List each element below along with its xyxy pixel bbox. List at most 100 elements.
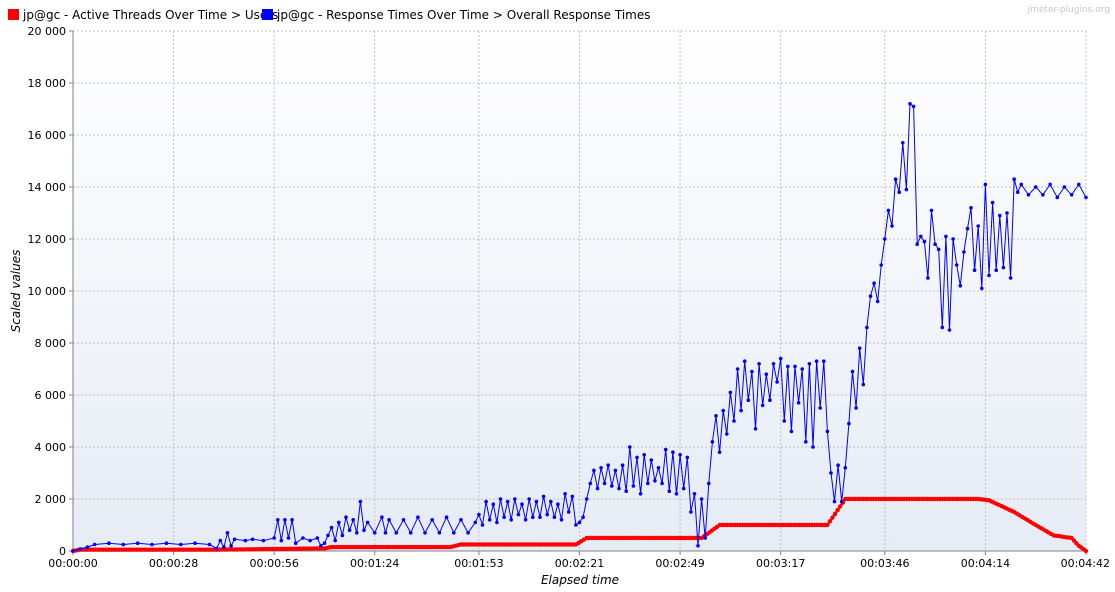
- data-point: [649, 458, 654, 462]
- y-tick-label: 8 000: [35, 337, 67, 350]
- data-point: [527, 497, 531, 501]
- data-point: [1048, 182, 1052, 187]
- data-point: [509, 518, 513, 522]
- data-point: [491, 502, 496, 507]
- data-point: [987, 273, 991, 278]
- data-point: [838, 504, 843, 509]
- y-tick-label: 20 000: [28, 25, 67, 38]
- data-point: [857, 346, 862, 351]
- data-point: [452, 531, 456, 535]
- data-point: [631, 484, 636, 488]
- data-point: [825, 429, 830, 434]
- data-point: [293, 541, 298, 545]
- data-point: [1008, 276, 1013, 280]
- data-point: [559, 518, 564, 522]
- data-point: [207, 542, 212, 547]
- data-point: [1001, 265, 1006, 270]
- data-point: [290, 518, 294, 522]
- grid: [73, 30, 1087, 551]
- data-point: [764, 372, 769, 377]
- data-point: [473, 520, 478, 525]
- data-point: [811, 445, 815, 449]
- data-point: [301, 536, 305, 540]
- data-point: [725, 432, 729, 436]
- data-point: [71, 549, 75, 553]
- data-point: [477, 512, 481, 517]
- data-point: [843, 466, 848, 470]
- data-point: [1083, 548, 1089, 554]
- data-point: [337, 520, 341, 525]
- data-point: [872, 281, 876, 286]
- data-point: [430, 518, 435, 522]
- x-tick-label: 00:03:17: [756, 557, 805, 570]
- data-point: [250, 537, 255, 542]
- data-point: [998, 213, 1002, 218]
- legend: jp@gc - Active Threads Over Time > Users…: [8, 8, 651, 22]
- data-point: [646, 481, 650, 486]
- data-point: [351, 518, 356, 522]
- data-point: [1033, 185, 1038, 189]
- data-point: [678, 453, 682, 457]
- data-point: [193, 541, 197, 545]
- data-point: [340, 533, 345, 538]
- data-point: [584, 497, 589, 501]
- data-point: [807, 362, 812, 366]
- data-point: [107, 541, 111, 545]
- data-point: [699, 497, 704, 501]
- y-tick-label: 0: [59, 545, 66, 558]
- x-tick-label: 00:02:49: [655, 557, 704, 570]
- data-point: [750, 369, 754, 374]
- data-point: [218, 538, 223, 543]
- data-point: [599, 466, 603, 470]
- data-point: [531, 515, 535, 519]
- data-point: [308, 538, 312, 543]
- data-point: [588, 481, 593, 486]
- data-point: [890, 224, 894, 228]
- data-point: [703, 536, 707, 540]
- legend-swatch-response-times: [262, 9, 273, 20]
- data-point: [595, 486, 600, 491]
- data-point: [861, 382, 866, 387]
- data-point: [804, 440, 808, 444]
- data-point: [387, 518, 391, 522]
- data-point: [919, 234, 923, 239]
- data-point: [1055, 195, 1060, 200]
- data-point: [164, 541, 169, 545]
- data-point: [344, 515, 348, 519]
- data-point: [929, 208, 934, 213]
- data-point: [944, 234, 948, 239]
- data-point: [674, 492, 679, 496]
- y-tick-label: 2 000: [35, 493, 67, 506]
- x-tick-label: 00:04:42: [1061, 557, 1110, 570]
- x-tick-label: 00:01:24: [350, 557, 399, 570]
- x-tick-label: 00:04:14: [961, 557, 1010, 570]
- data-point: [994, 268, 998, 273]
- data-point: [793, 364, 797, 369]
- data-point: [624, 489, 628, 494]
- series-layer: [70, 102, 1089, 554]
- data-point: [886, 208, 891, 213]
- data-point: [969, 206, 973, 210]
- data-point: [225, 531, 230, 535]
- data-point: [513, 497, 517, 501]
- data-point: [383, 531, 388, 535]
- data-point: [620, 463, 625, 468]
- data-point: [642, 453, 646, 457]
- x-tick-label: 00:03:46: [860, 557, 909, 570]
- data-point: [660, 481, 664, 486]
- data-point: [671, 450, 675, 455]
- data-point: [653, 479, 657, 483]
- data-point: [717, 450, 722, 455]
- data-point: [1077, 182, 1081, 187]
- data-point: [566, 510, 571, 514]
- data-point: [827, 519, 833, 524]
- data-point: [901, 141, 905, 145]
- data-point: [681, 486, 686, 491]
- data-point: [505, 499, 510, 504]
- data-point: [714, 414, 718, 418]
- data-point: [980, 286, 984, 291]
- data-point: [577, 520, 582, 525]
- data-point: [922, 239, 927, 244]
- data-point: [854, 406, 858, 410]
- data-point: [933, 242, 937, 246]
